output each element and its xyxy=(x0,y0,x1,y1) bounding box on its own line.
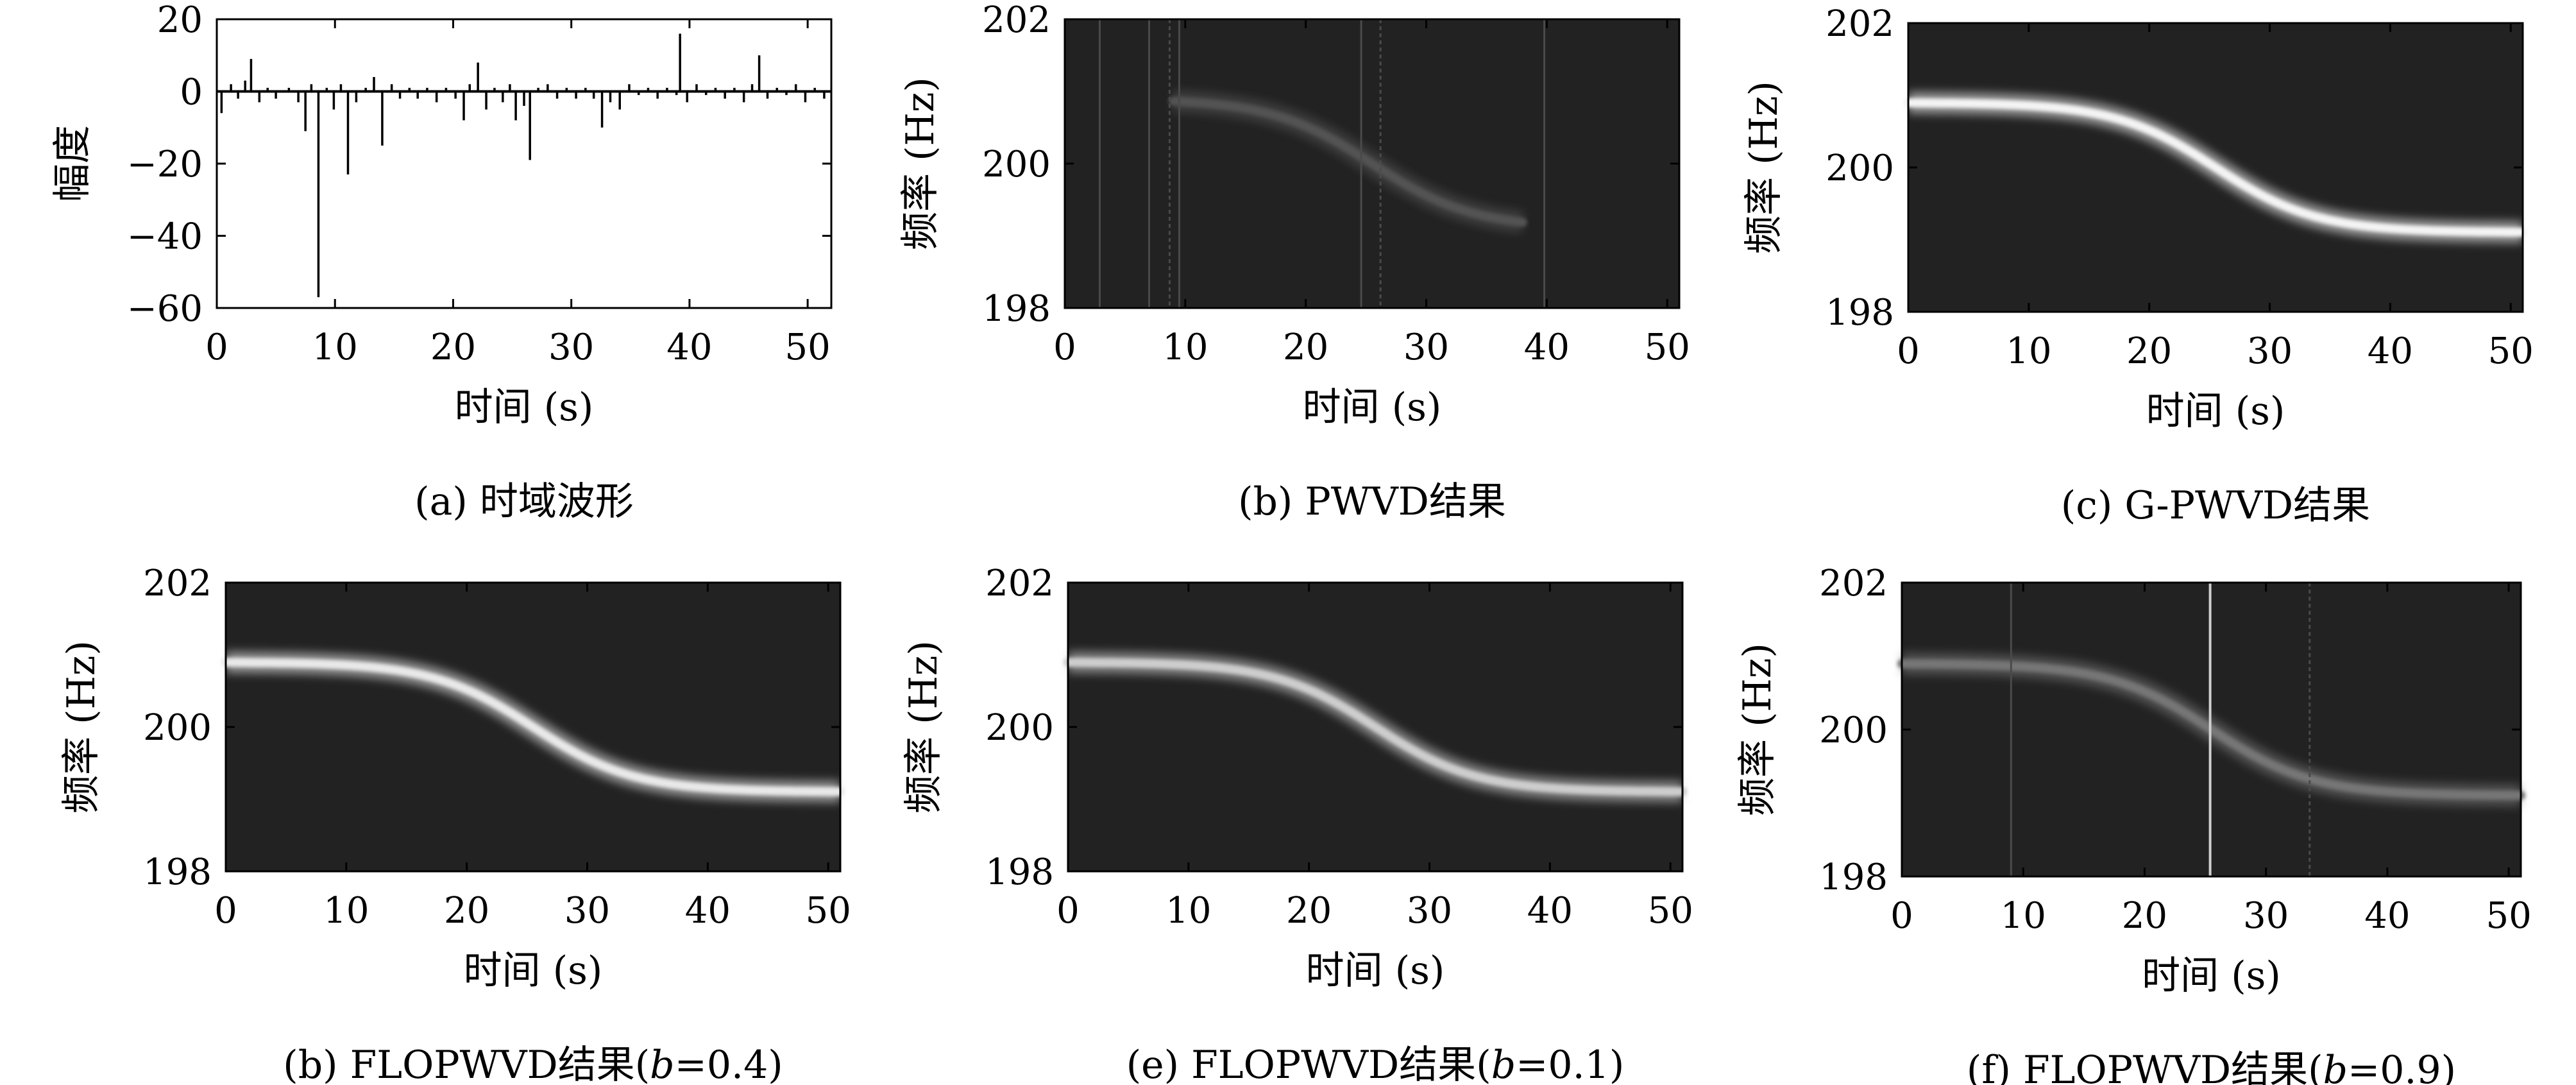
x-tick-label: 10 xyxy=(323,890,369,932)
y-axis-label: 频率 (Hz) xyxy=(1741,81,1786,254)
panel-caption: (c) G-PWVD结果 xyxy=(2061,483,2370,528)
x-axis-label: 时间 (s) xyxy=(2146,389,2285,434)
x-tick-label: 20 xyxy=(1286,890,1332,932)
y-tick-label: 202 xyxy=(1819,563,1888,604)
x-tick-label: 20 xyxy=(1283,327,1328,368)
ridge-line xyxy=(1169,96,1527,227)
y-tick-label: 202 xyxy=(982,0,1051,41)
x-axis-label: 时间 (s) xyxy=(2142,953,2281,998)
x-tick-label: 50 xyxy=(785,327,831,368)
x-tick-label: 10 xyxy=(312,327,358,368)
panel-caption: (b) PWVD结果 xyxy=(1238,479,1506,524)
x-tick-label: 10 xyxy=(1165,890,1211,932)
x-tick-label: 20 xyxy=(2122,895,2167,937)
x-tick-label: 10 xyxy=(1162,327,1208,368)
y-tick-label: 200 xyxy=(985,707,1054,749)
x-tick-label: 40 xyxy=(1524,327,1570,368)
caption-value: =0.1) xyxy=(1516,1043,1624,1085)
y-axis-label: 幅度 xyxy=(50,125,95,202)
x-tick-label: 50 xyxy=(1648,890,1693,932)
y-tick-label: 202 xyxy=(143,563,212,604)
y-axis-label: 频率 (Hz) xyxy=(1735,643,1780,816)
panel-caption: (b) FLOPWVD结果(b=0.4) xyxy=(283,1043,783,1085)
x-tick-label: 30 xyxy=(2247,330,2292,372)
caption-text: (e) FLOPWVD结果( xyxy=(1126,1043,1491,1085)
x-tick-label: 40 xyxy=(685,890,731,932)
y-tick-label: 200 xyxy=(982,144,1051,185)
x-axis-label: 时间 (s) xyxy=(455,385,594,430)
y-tick-label: 202 xyxy=(985,563,1054,604)
x-tick-label: 50 xyxy=(2488,330,2534,372)
ridge-line xyxy=(221,658,845,796)
y-tick-label: 200 xyxy=(1826,148,1894,189)
panel-d: 0 10 20 30 40 50 202 200 198 时间 (s) 频率 (Hz) (b) FLO… xyxy=(59,563,851,1085)
x-tick-label: 30 xyxy=(564,890,610,932)
x-axis-label: 时间 (s) xyxy=(1303,385,1442,430)
x-axis-label: 时间 (s) xyxy=(464,948,603,993)
x-tick-label: 20 xyxy=(2126,330,2172,372)
y-axis-label: 频率 (Hz) xyxy=(901,640,946,814)
x-tick-label: 30 xyxy=(2243,895,2289,937)
x-tick-label: 30 xyxy=(1403,327,1449,368)
caption-value: =0.4) xyxy=(675,1043,783,1085)
y-tick-label: 20 xyxy=(157,0,203,41)
x-tick-label: 40 xyxy=(666,327,712,368)
y-tick-label: 202 xyxy=(1826,3,1894,45)
panel-e: 0 10 20 30 40 50 202 200 198 时间 (s) 频率 (Hz) (e) FLO… xyxy=(901,563,1693,1085)
x-tick-label: 40 xyxy=(1527,890,1573,932)
caption-variable: b xyxy=(2323,1048,2348,1085)
y-tick-label: 198 xyxy=(143,851,212,893)
x-tick-label: 50 xyxy=(2486,895,2531,937)
caption-variable: b xyxy=(650,1043,674,1085)
x-tick-label: 0 xyxy=(1053,327,1076,368)
x-tick-label: 0 xyxy=(205,327,228,368)
x-tick-label: 50 xyxy=(806,890,851,932)
y-tick-label: 198 xyxy=(1819,857,1888,898)
plot-background xyxy=(217,19,831,308)
x-tick-label: 10 xyxy=(2001,895,2046,937)
x-tick-label: 30 xyxy=(1407,890,1452,932)
y-tick-label: −60 xyxy=(127,288,203,330)
ridge-line xyxy=(1063,658,1687,796)
x-tick-label: 10 xyxy=(2006,330,2051,372)
x-tick-label: 30 xyxy=(548,327,594,368)
x-tick-label: 50 xyxy=(1645,327,1690,368)
x-tick-label: 0 xyxy=(1897,330,1920,372)
x-tick-label: 40 xyxy=(2368,330,2413,372)
y-tick-label: 198 xyxy=(985,851,1054,893)
y-axis-label: 频率 (Hz) xyxy=(898,77,943,250)
y-tick-label: 198 xyxy=(1826,292,1894,334)
y-tick-label: 198 xyxy=(982,288,1051,330)
panel-b: 0 10 20 30 40 50 202 200 198 时间 (s) 频率 (Hz) (b) PWV… xyxy=(898,0,1690,524)
y-tick-label: 200 xyxy=(1819,710,1888,751)
caption-text: (f) FLOPWVD结果( xyxy=(1967,1048,2323,1085)
y-axis-label: 频率 (Hz) xyxy=(59,640,104,814)
x-tick-label: 20 xyxy=(430,327,476,368)
panel-caption: (e) FLOPWVD结果(b=0.1) xyxy=(1126,1043,1624,1085)
y-tick-label: 0 xyxy=(180,72,203,114)
caption-value: =0.9) xyxy=(2348,1048,2456,1085)
panel-f: 0 10 20 30 40 50 202 200 198 时间 (s) 频率 (Hz) (f) FLO… xyxy=(1735,563,2532,1085)
panel-caption: (f) FLOPWVD结果(b=0.9) xyxy=(1967,1048,2456,1085)
x-tick-label: 40 xyxy=(2364,895,2410,937)
y-tick-label: 200 xyxy=(143,707,212,749)
x-tick-label: 0 xyxy=(214,890,237,932)
x-tick-label: 20 xyxy=(444,890,489,932)
panel-a: 0 10 20 30 40 50 20 0 −20 −40 −60 时间 (s) 幅度 (a) 时域波形 xyxy=(50,0,833,524)
x-tick-label: 0 xyxy=(1890,895,1913,937)
panel-c: 0 10 20 30 40 50 202 200 198 时间 (s) 频率 (Hz) (c) G-P… xyxy=(1741,3,2534,528)
caption-text: (b) FLOPWVD结果( xyxy=(283,1043,650,1085)
caption-variable: b xyxy=(1491,1043,1516,1085)
panel-caption: (a) 时域波形 xyxy=(414,479,634,524)
y-tick-label: −20 xyxy=(127,144,203,185)
x-axis-label: 时间 (s) xyxy=(1306,948,1445,993)
x-tick-label: 0 xyxy=(1056,890,1080,932)
ridge-line xyxy=(1904,98,2527,237)
y-tick-label: −40 xyxy=(127,216,203,258)
